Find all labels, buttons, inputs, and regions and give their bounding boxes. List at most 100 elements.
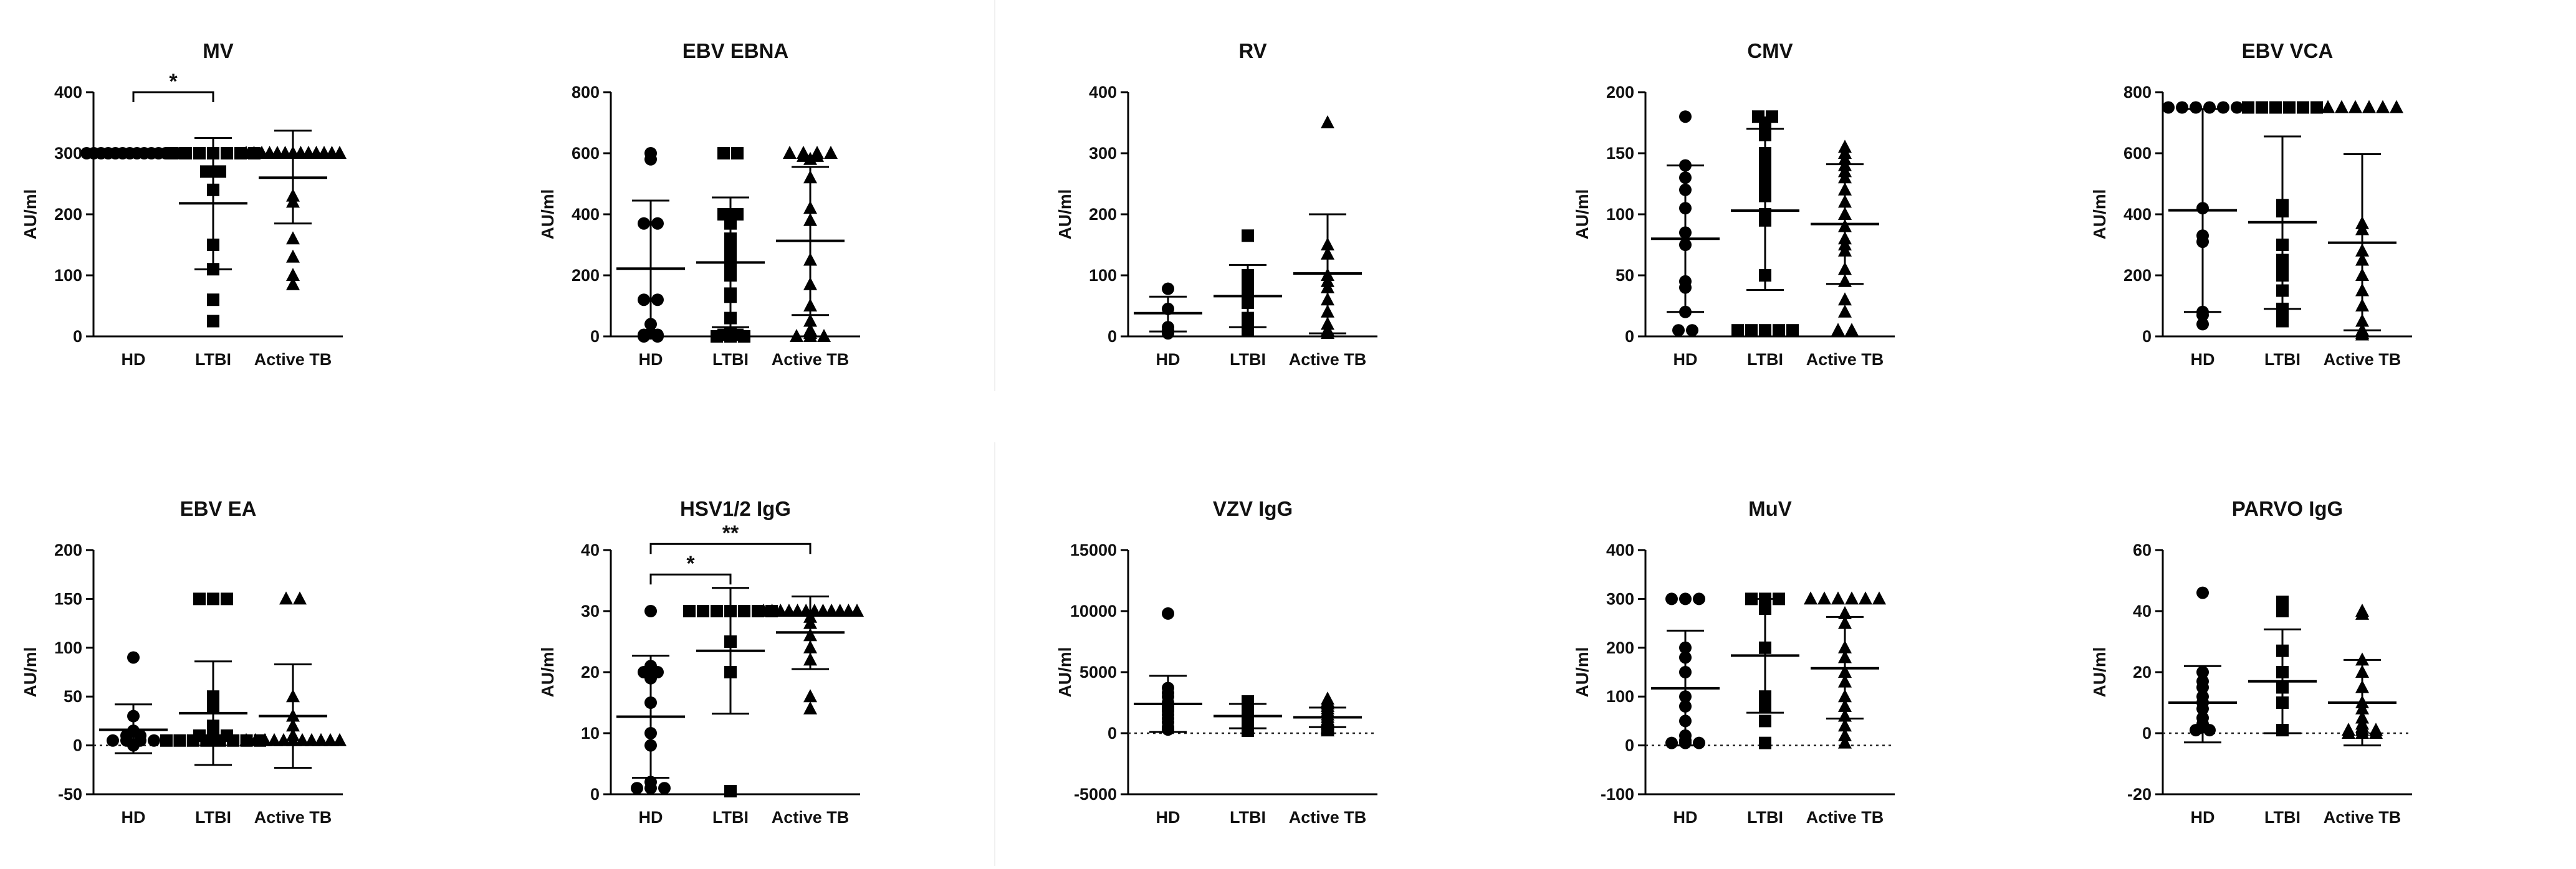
data-point-square — [221, 592, 233, 605]
data-point-square — [166, 147, 178, 159]
data-point-circle — [658, 782, 671, 795]
y-axis-label: AU/ml — [1573, 189, 1592, 240]
y-axis-label: AU/ml — [2090, 647, 2109, 698]
data-point-circle — [2203, 101, 2216, 114]
panel-hsv1-2-igg: HSV1/2 IgG AU/ml 0 10 20 30 40 HD LTBI Active TB *… — [538, 497, 864, 827]
data-point-triangle — [286, 231, 300, 245]
y-tick-label: 200 — [54, 541, 82, 559]
data-point-triangle — [817, 329, 831, 342]
y-tick-label: 150 — [54, 589, 82, 608]
data-point-square — [738, 605, 750, 617]
data-point-square — [214, 165, 226, 178]
data-point-square — [1759, 116, 1771, 129]
chart-title: PARVO IgG — [2232, 497, 2343, 520]
y-tick-label: 150 — [1606, 144, 1634, 163]
data-point-triangle — [803, 151, 817, 165]
data-point-circle — [651, 293, 664, 306]
data-point-circle — [1162, 327, 1174, 340]
data-point-triangle — [803, 701, 817, 715]
data-point-circle — [2190, 101, 2202, 114]
data-point-triangle — [1838, 304, 1852, 318]
y-axis-label: AU/ml — [21, 189, 40, 240]
x-tick-label-ltbi: LTBI — [2264, 350, 2301, 369]
data-point-circle — [2203, 724, 2216, 737]
data-point-circle — [651, 217, 664, 230]
x-tick-label-hd: HD — [1156, 350, 1180, 369]
y-tick-label: 10 — [581, 724, 600, 743]
data-point-triangle — [2376, 100, 2390, 113]
data-point-square — [1759, 715, 1771, 728]
data-point-triangle — [2362, 100, 2376, 113]
y-axis-label: AU/ml — [1573, 647, 1592, 698]
data-point-square — [207, 315, 219, 328]
data-point-triangle — [850, 604, 864, 617]
data-point-triangle — [1831, 323, 1845, 336]
x-tick-label-hd: HD — [2191, 808, 2215, 827]
significance-bracket — [649, 573, 732, 585]
y-tick-label: 200 — [1606, 639, 1634, 657]
y-tick-label: 0 — [2142, 724, 2152, 743]
data-point-square — [2276, 315, 2289, 328]
y-tick-label: 400 — [1089, 83, 1117, 102]
x-tick-label-ltbi: LTBI — [1747, 350, 1783, 369]
panel-divider-top — [994, 0, 995, 391]
data-point-triangle — [314, 733, 328, 746]
data-point-circle — [638, 217, 650, 230]
data-point-square — [186, 734, 199, 747]
data-point-square — [200, 734, 213, 747]
data-point-triangle — [286, 268, 300, 281]
y-tick-label: -5000 — [1074, 785, 1117, 804]
data-point-circle — [631, 782, 643, 795]
data-point-square — [724, 785, 737, 798]
x-tick-label-hd: HD — [122, 350, 146, 369]
data-point-triangle — [239, 733, 253, 746]
data-point-circle — [644, 782, 657, 795]
data-point-triangle — [1831, 591, 1845, 605]
data-point-square — [1731, 324, 1744, 337]
chart-title: EBV EBNA — [682, 39, 789, 62]
y-tick-label: -100 — [1601, 785, 1634, 804]
data-point-circle — [2190, 724, 2202, 737]
y-tick-label: 400 — [54, 83, 82, 102]
y-tick-label: 0 — [590, 785, 600, 804]
data-point-square — [200, 165, 213, 178]
y-axis-label: AU/ml — [538, 647, 557, 698]
y-tick-label: 20 — [2133, 663, 2152, 681]
y-axis-label: AU/ml — [21, 647, 40, 698]
data-point-square — [683, 605, 696, 617]
data-point-triangle — [1845, 323, 1859, 336]
data-point-circle — [644, 153, 657, 166]
y-tick-label: 200 — [1606, 83, 1634, 102]
data-point-triangle — [286, 249, 300, 263]
y-tick-label: 800 — [572, 83, 600, 102]
data-point-circle — [2176, 101, 2188, 114]
y-tick-label: 100 — [1606, 687, 1634, 706]
data-point-triangle — [249, 733, 262, 746]
y-tick-label: 0 — [1625, 327, 1634, 346]
data-point-circle — [2231, 101, 2243, 114]
panel-divider-bottom — [994, 442, 995, 866]
data-point-square — [724, 330, 737, 343]
x-tick-label-active-tb: Active TB — [1289, 350, 1367, 369]
x-tick-label-hd: HD — [639, 350, 663, 369]
panel-rv: RV AU/ml 0 100 200 300 400 HD LTBI Active TB — [1055, 39, 1377, 369]
data-point-triangle — [2342, 726, 2355, 739]
x-tick-label-active-tb: Active TB — [2324, 350, 2401, 369]
significance-label: * — [169, 70, 178, 93]
data-point-triangle — [790, 329, 803, 342]
y-tick-label: 200 — [54, 205, 82, 224]
chart-title: EBV EA — [180, 497, 257, 520]
y-tick-label: 300 — [1606, 589, 1634, 608]
x-tick-label-active-tb: Active TB — [1806, 808, 1884, 827]
data-point-square — [2242, 101, 2254, 114]
data-point-triangle — [2321, 100, 2335, 113]
y-tick-label: 0 — [73, 327, 82, 346]
panel-ebv-ebna: EBV EBNA AU/ml 0 200 400 600 800 HD LTBI Active T… — [538, 39, 860, 369]
data-point-circle — [1693, 736, 1705, 749]
panel-ebv-ea: EBV EA AU/ml -50 0 50 100 150 200 HD LTBI Active T… — [21, 497, 347, 827]
data-point-triangle — [277, 733, 290, 746]
data-point-triangle — [2355, 327, 2369, 341]
data-point-circle — [1665, 736, 1678, 749]
data-point-square — [1773, 324, 1785, 337]
x-tick-label-active-tb: Active TB — [772, 350, 850, 369]
